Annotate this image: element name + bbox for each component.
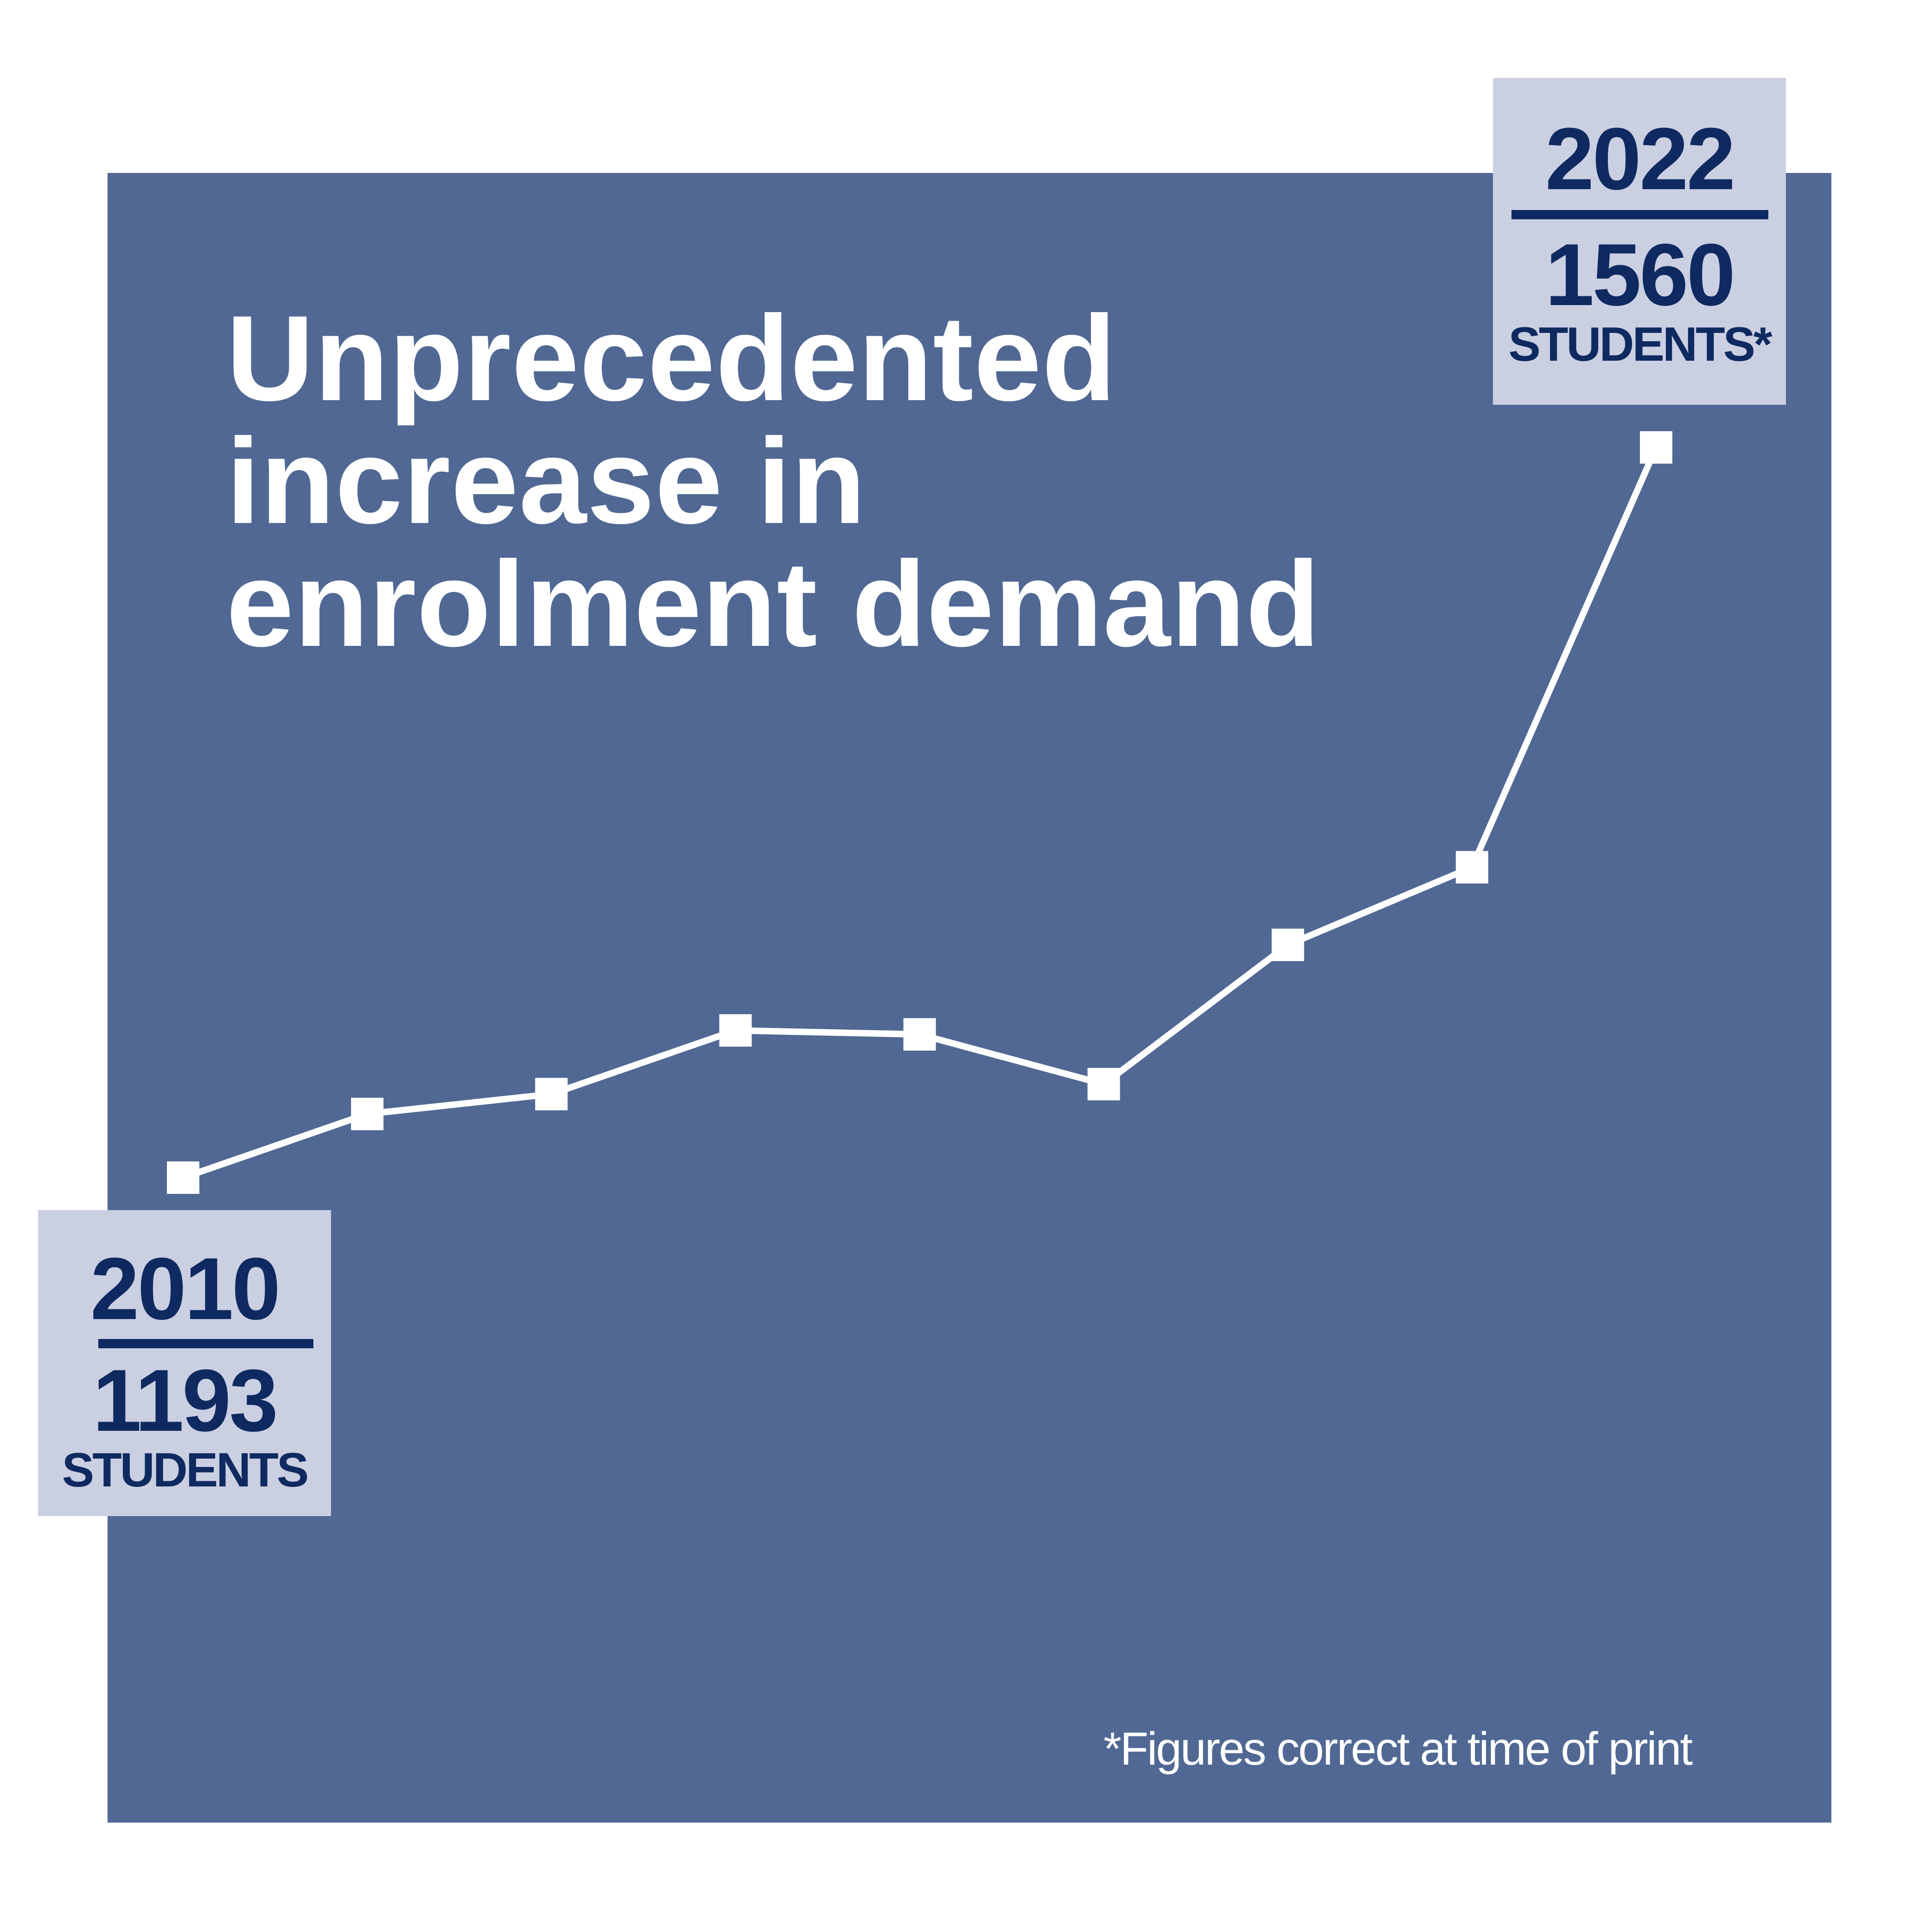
- data-point-2018: [1640, 431, 1672, 464]
- start-label-box: 2010 1193 STUDENTS: [38, 1210, 331, 1516]
- footnote: *Figures correct at time of print: [1103, 1723, 1693, 1775]
- chart-panel: [108, 173, 1831, 1823]
- title-line-2: increase in: [226, 413, 866, 549]
- end-year: 2022: [1545, 110, 1736, 208]
- end-label-box: 2022 1560 STUDENTS*: [1493, 78, 1786, 405]
- series-line: [182, 446, 1659, 1181]
- title-line-1: Unprecedented: [226, 290, 1117, 426]
- title-line-3: enrolment demand: [226, 536, 1320, 672]
- data-point-2011: [351, 1097, 384, 1130]
- end-count: 1560: [1545, 226, 1736, 324]
- data-point-2017: [1455, 851, 1488, 884]
- data-point-2015: [1087, 1068, 1120, 1101]
- end-unit: STUDENTS*: [1508, 318, 1773, 371]
- chart-title: Unprecedented increase in enrolment dema…: [226, 297, 1320, 665]
- start-unit: STUDENTS: [62, 1443, 309, 1497]
- start-count: 1193: [92, 1352, 278, 1450]
- data-point-2013: [719, 1014, 752, 1047]
- data-point-2014: [903, 1018, 936, 1051]
- end-divider: [1511, 210, 1768, 219]
- data-point-2016: [1271, 928, 1304, 961]
- start-divider: [98, 1339, 313, 1348]
- data-point-2010: [167, 1161, 199, 1194]
- start-year: 2010: [90, 1240, 281, 1338]
- data-point-2012: [535, 1078, 568, 1110]
- series-enrolment: [167, 431, 1672, 1194]
